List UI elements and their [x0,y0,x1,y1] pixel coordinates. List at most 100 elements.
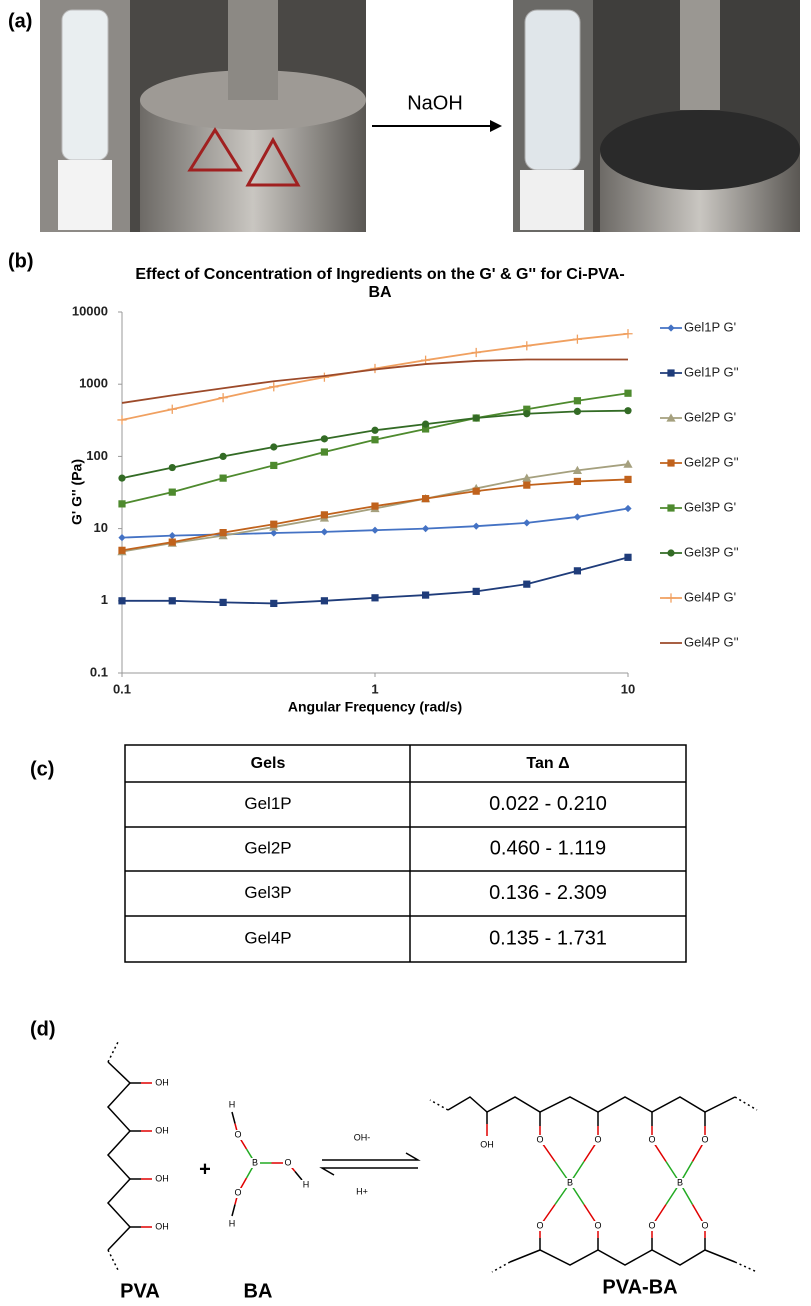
atom-label: OH [155,1221,169,1231]
marker [371,526,379,534]
series-line [121,392,629,505]
bond [231,1204,236,1217]
photo-left [40,0,366,232]
marker [118,534,126,542]
photo-right [513,0,800,232]
marker [471,347,481,358]
legend-label: Gel1P G'' [684,364,739,379]
atom-label: B [567,1177,573,1187]
marker [523,519,531,527]
marker [472,522,480,530]
atom-bg [535,1135,545,1145]
chain-end [734,1096,758,1111]
marker [219,474,227,482]
y-tick-label: 1 [101,592,108,607]
marker [624,475,632,484]
marker [270,599,278,608]
atom-label: PVA-BA [602,1276,677,1298]
marker [422,425,430,433]
atom-bg [700,1221,710,1231]
atom-bg [647,1135,657,1145]
marker [422,591,430,599]
chart-title: Effect of Concentration of Ingredients o… [135,266,625,301]
legend-marker [667,369,675,377]
marker [422,495,430,503]
x-tick-label: 1 [371,681,378,696]
chain-end [491,1261,511,1273]
legend-label: Gel2P G' [684,409,736,424]
legend-label: Gel1P G' [684,319,736,334]
atom-label: O [594,1220,601,1230]
marker [624,389,632,397]
atom-label: H+ [356,1186,368,1196]
marker [422,420,430,428]
marker [623,329,633,339]
marker [219,452,227,460]
legend-label: Gel2P G'' [684,454,739,469]
bond [509,1249,736,1266]
marker [168,488,176,496]
atom-bg [227,1219,237,1229]
chain-end [107,1249,119,1271]
marker [371,594,379,602]
marker [573,407,582,416]
legend-marker [666,413,676,422]
atom-bg [593,1221,603,1231]
marker [219,529,227,537]
marker [168,538,176,546]
table-cell: 0.022 - 0.210 [489,793,607,815]
marker [624,504,632,513]
marker [472,587,480,595]
atom-label: + [199,1158,211,1180]
bond [231,1111,236,1124]
atom-label: O [234,1187,241,1197]
atom-label: OH [480,1139,494,1149]
marker [118,597,126,605]
marker [472,487,480,495]
series-line [121,409,629,480]
marker [270,461,278,470]
table: Gels Tan Δ Gel1P 0.022 - 0.210 Gel2P 0.460 - … [124,744,687,963]
marker [118,474,126,482]
marker [320,528,329,536]
y-tick-label: 100 [86,448,108,463]
bond [447,1096,736,1113]
chain-end [429,1099,449,1111]
bond [106,1061,132,1251]
marker [522,473,532,482]
marker [572,334,583,344]
marker [168,531,176,540]
atom-bg [283,1158,293,1168]
marker [371,426,379,434]
marker [573,513,582,521]
atom-label: OH [155,1077,169,1087]
marker [573,397,582,405]
atom-label: O [594,1134,601,1144]
atom-label: O [234,1129,241,1139]
table-cell: Gel3P [244,883,291,902]
marker [270,443,278,451]
panel-label: (b) [8,250,34,272]
table-header: Tan Δ [526,755,569,772]
marker [422,525,430,533]
atom-bg [675,1178,685,1188]
marker [168,597,176,605]
atom-label: OH- [354,1132,371,1142]
equilibrium-arrow [319,1167,418,1176]
marker [270,529,278,537]
marker [523,481,531,489]
legend-marker [666,593,676,603]
atom-bg [700,1135,710,1145]
atom-label: O [648,1220,655,1230]
atom-label: O [701,1220,708,1230]
marker [168,463,176,472]
atom-bg [301,1180,311,1190]
marker [623,459,633,468]
atom-label: H [229,1218,236,1228]
marker [371,502,379,510]
atom-label: O [536,1220,543,1230]
atom-bg [227,1100,237,1110]
legend-marker [667,504,675,512]
y-axis-title: G' G'' (Pa) [69,459,85,525]
marker [572,465,583,474]
